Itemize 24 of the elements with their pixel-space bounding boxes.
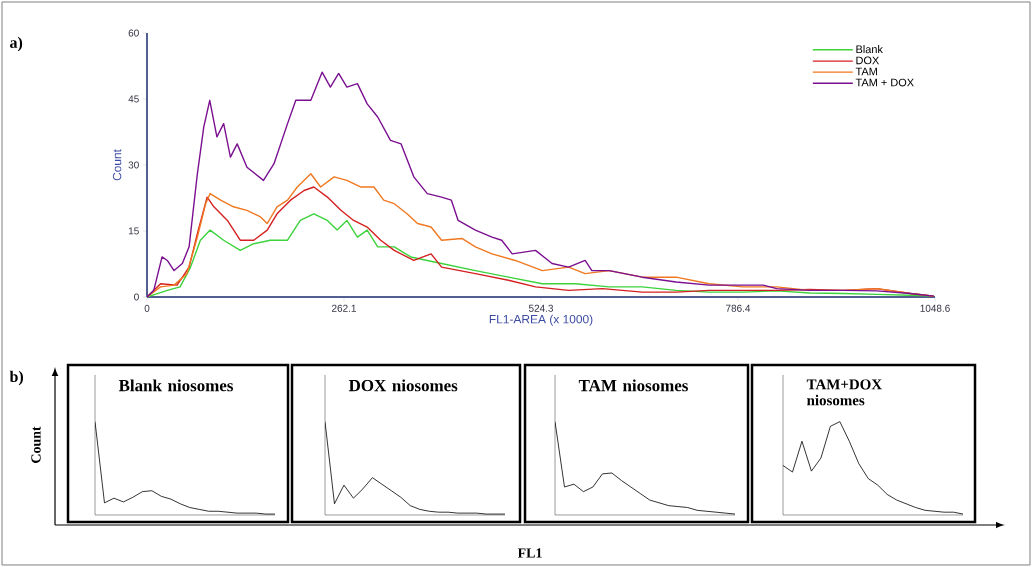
legend-label: TAM (855, 67, 877, 76)
chart-title: DOX niosomes (348, 379, 458, 392)
x-tick-label: 262.1 (332, 304, 356, 312)
x-axis-title: FL1-AREA (x 1000) (489, 314, 593, 326)
x-tick-label: 786.4 (726, 304, 751, 312)
chart-title: Blank niosomes (118, 379, 233, 392)
legend-label: DOX (856, 56, 880, 65)
y-axis-title: Count (31, 426, 41, 463)
chart-title: TAM niosomes (578, 379, 688, 392)
y-tick-label: 45 (128, 95, 139, 103)
text: b) (9, 370, 23, 386)
text: a) (10, 36, 23, 52)
legend-label: Blank (856, 45, 883, 54)
y-tick-label: 15 (128, 227, 139, 235)
y-tick-label: 60 (128, 29, 139, 37)
legend-label: TAM + DOX (855, 78, 914, 87)
x-tick-label: 524.3 (528, 304, 554, 312)
y-tick-label: 0 (134, 293, 139, 301)
x-tick-label: 1048.6 (920, 304, 950, 312)
y-tick-label: 30 (128, 161, 139, 169)
x-tick-label: 0 (144, 304, 150, 312)
y-axis-title: Count (112, 149, 122, 181)
x-axis-title: FL1 (517, 548, 542, 558)
chart-title: TAM+DOX niosomes (806, 379, 882, 406)
